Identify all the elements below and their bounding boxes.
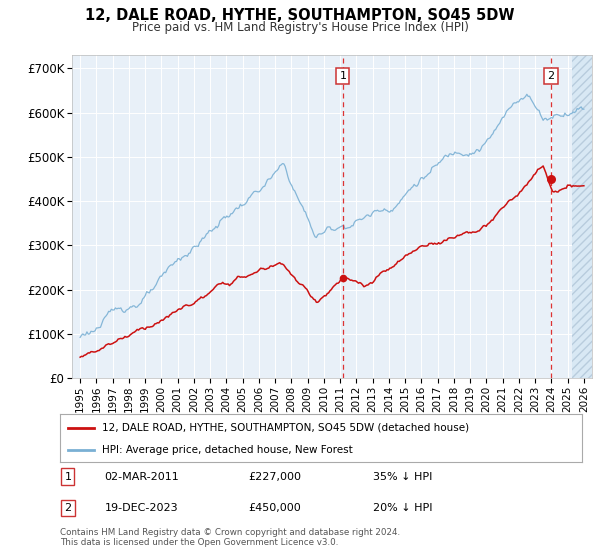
Bar [572,55,600,378]
Text: 02-MAR-2011: 02-MAR-2011 [104,472,179,482]
Text: 1: 1 [340,71,346,81]
Text: 1: 1 [64,472,71,482]
Text: £450,000: £450,000 [248,503,301,514]
Text: 12, DALE ROAD, HYTHE, SOUTHAMPTON, SO45 5DW: 12, DALE ROAD, HYTHE, SOUTHAMPTON, SO45 … [85,8,515,24]
Text: 2: 2 [64,503,71,514]
Text: 35% ↓ HPI: 35% ↓ HPI [373,472,433,482]
Text: 20% ↓ HPI: 20% ↓ HPI [373,503,433,514]
Text: HPI: Average price, detached house, New Forest: HPI: Average price, detached house, New … [102,445,353,455]
Text: 2: 2 [547,71,554,81]
Text: Contains HM Land Registry data © Crown copyright and database right 2024.
This d: Contains HM Land Registry data © Crown c… [60,528,400,547]
Text: 19-DEC-2023: 19-DEC-2023 [104,503,178,514]
Text: £227,000: £227,000 [248,472,301,482]
Text: 12, DALE ROAD, HYTHE, SOUTHAMPTON, SO45 5DW (detached house): 12, DALE ROAD, HYTHE, SOUTHAMPTON, SO45 … [102,423,469,433]
Bar [572,55,600,378]
Text: Price paid vs. HM Land Registry's House Price Index (HPI): Price paid vs. HM Land Registry's House … [131,21,469,34]
